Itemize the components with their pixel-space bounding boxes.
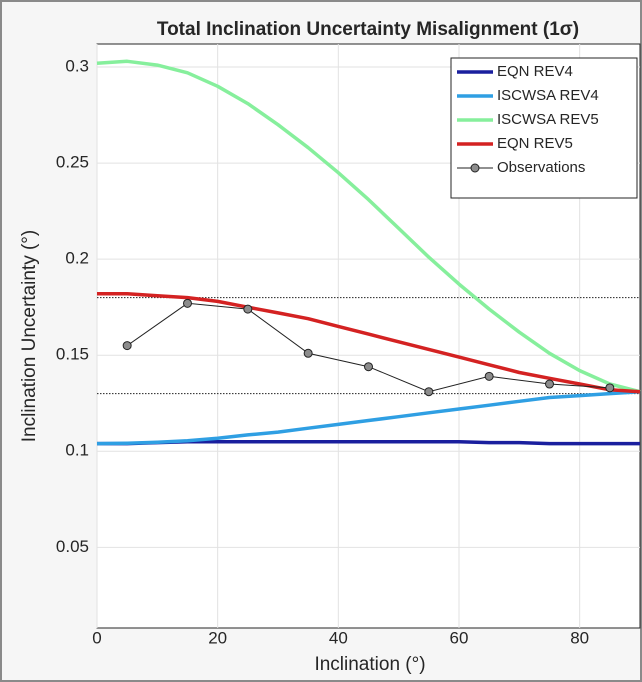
legend-label: EQN REV4 [497, 63, 573, 80]
observation-point [424, 387, 434, 397]
observation-point [303, 348, 313, 358]
x-tick-label: 80 [570, 628, 589, 647]
y-tick-label: 0.2 [65, 249, 89, 268]
y-tick-label: 0.3 [65, 57, 89, 76]
observation-point [484, 371, 494, 381]
y-tick-label: 0.1 [65, 441, 89, 460]
observation-point [183, 298, 192, 308]
legend: EQN REV4 ISCWSA REV4 ISCWSA REV5 EQN REV5 Ob… [450, 57, 638, 199]
x-tick-label: 0 [92, 628, 101, 647]
y-axis-label: Inclination Uncertainty (°) [19, 230, 40, 442]
y-tick-label: 0.15 [56, 345, 89, 364]
legend-box [450, 57, 638, 199]
legend-marker [470, 163, 480, 173]
series-line [96, 59, 641, 394]
chart-title: Total Inclination Uncertainty Misalignme… [157, 19, 579, 40]
series-line [96, 389, 641, 446]
x-axis-label: Inclination (°) [314, 654, 425, 675]
x-tick-label: 40 [329, 628, 348, 647]
legend-label: EQN REV5 [497, 135, 573, 152]
y-tick-label: 0.05 [56, 537, 89, 556]
legend-label: Observations [497, 159, 585, 176]
observation-point [605, 383, 615, 393]
x-tick-label: 20 [208, 628, 227, 647]
observation-point [364, 362, 373, 372]
x-tick-label: 60 [450, 628, 469, 647]
series-line [97, 291, 641, 394]
legend-label: ISCWSA REV5 [497, 111, 599, 128]
legend-label: ISCWSA REV4 [497, 87, 599, 104]
observation-point [243, 304, 253, 314]
y-tick-label: 0.25 [56, 153, 89, 172]
observation-point [122, 341, 132, 351]
observation-point [545, 379, 554, 389]
